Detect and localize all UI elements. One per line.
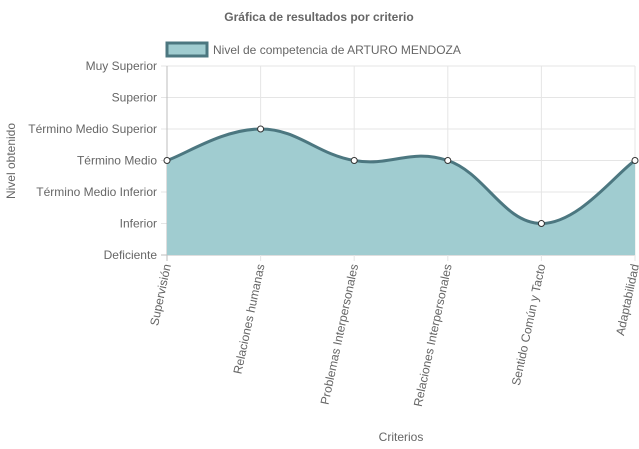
data-point[interactable] <box>631 157 639 164</box>
data-point[interactable] <box>444 157 452 164</box>
series-area-fill <box>167 129 635 255</box>
data-point[interactable] <box>163 157 171 164</box>
y-tick-label: Deficiente <box>104 248 158 262</box>
y-axis-ticks: Deficiente Inferior Término Medio Inferior… <box>28 59 157 262</box>
y-tick-label: Término Medio Superior <box>28 122 157 136</box>
y-tick-label: Muy Superior <box>86 59 157 73</box>
x-tick-label: Adaptabilidad <box>613 263 639 337</box>
y-tick-label: Inferior <box>120 217 157 231</box>
legend[interactable]: Nivel de competencia de ARTURO MENDOZA <box>165 41 461 58</box>
x-tick-label: Supervisión <box>147 263 174 327</box>
legend-label: Nivel de competencia de ARTURO MENDOZA <box>213 43 461 57</box>
data-point[interactable] <box>350 157 358 164</box>
plot-area <box>163 125 639 255</box>
x-tick-label: Relaciones Interpersonales <box>411 263 455 408</box>
x-tick-label: Sentido Común y Tacto <box>509 262 549 386</box>
chart-title: Gráfica de resultados por criterio <box>224 10 413 24</box>
legend-swatch <box>165 41 209 58</box>
y-tick-label: Término Medio Inferior <box>36 185 157 199</box>
x-axis-ticks: Supervisión Relaciones humanas Problemas I… <box>147 262 639 407</box>
x-tick-label: Relaciones humanas <box>231 263 268 376</box>
x-axis-title: Criterios <box>379 430 424 444</box>
series-line <box>166 127 636 226</box>
y-tick-label: Superior <box>112 91 157 105</box>
data-point[interactable] <box>537 220 545 227</box>
y-axis-title: Nivel obtenido <box>4 123 18 199</box>
data-point[interactable] <box>257 125 265 133</box>
y-tick-label: Término Medio <box>77 154 157 168</box>
x-tick-label: Problemas Interpersonales <box>318 263 362 406</box>
